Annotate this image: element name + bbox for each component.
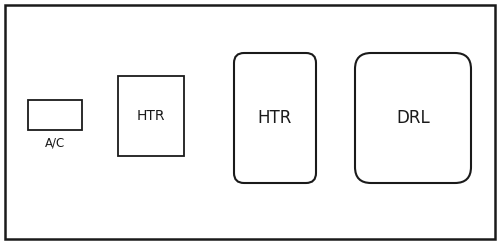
FancyBboxPatch shape bbox=[234, 53, 316, 183]
FancyBboxPatch shape bbox=[355, 53, 471, 183]
FancyBboxPatch shape bbox=[5, 5, 495, 239]
Text: HTR: HTR bbox=[137, 109, 165, 123]
Bar bbox=[118, 76, 184, 156]
Text: HTR: HTR bbox=[258, 109, 292, 127]
Text: A/C: A/C bbox=[45, 136, 65, 149]
Bar bbox=[28, 100, 82, 130]
Text: DRL: DRL bbox=[396, 109, 430, 127]
